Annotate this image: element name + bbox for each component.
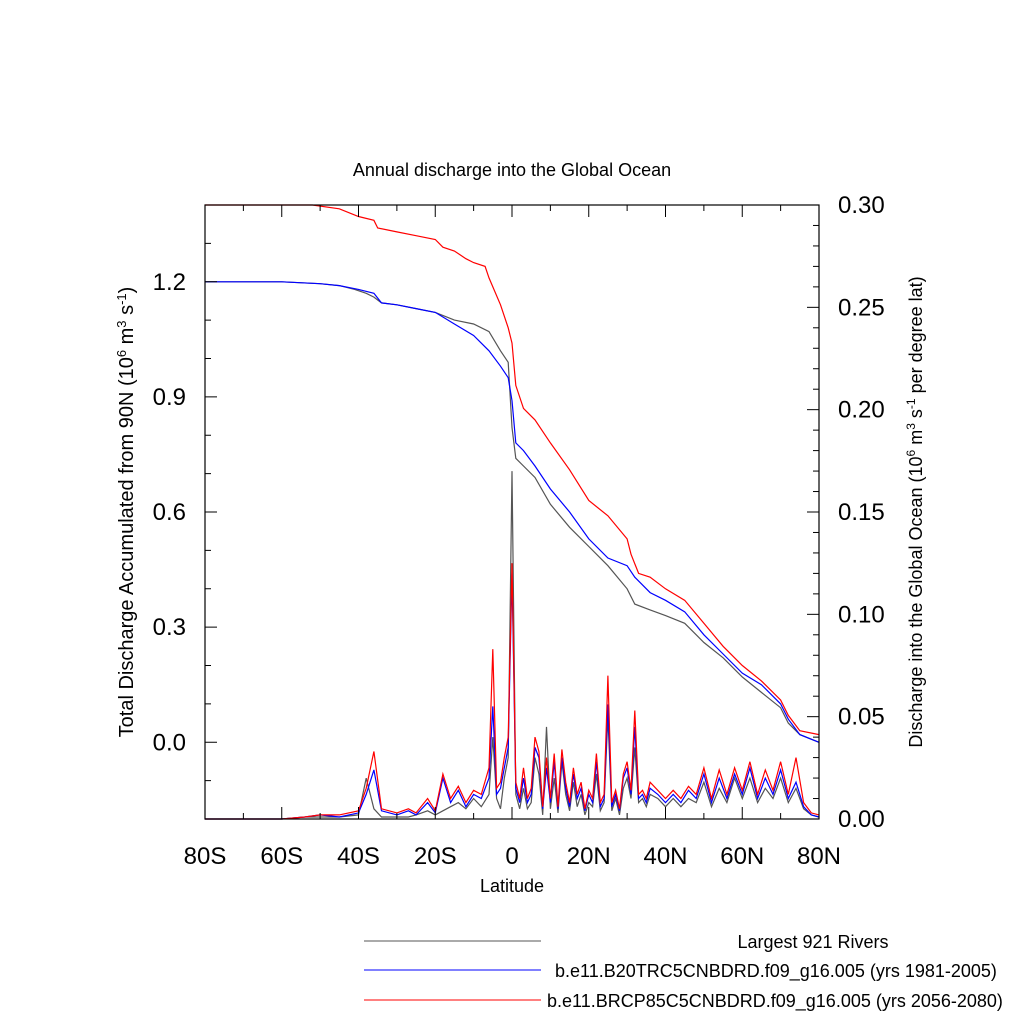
x-axis-label: Latitude: [480, 876, 544, 896]
x-tick-label: 20N: [567, 843, 611, 870]
y-axis-right-label: Discharge into the Global Ocean (106 m3 …: [904, 276, 926, 747]
y-left-tick-label: 0.3: [153, 614, 186, 641]
y-right-tick-label: 0.25: [838, 294, 885, 321]
y-right-tick-label: 0.20: [838, 397, 885, 424]
series-line-1-left: [205, 281, 820, 743]
chart-title: Annual discharge into the Global Ocean: [353, 160, 671, 180]
y-left-tick-label: 1.2: [153, 269, 186, 296]
y-right-tick-label: 0.10: [838, 601, 885, 628]
legend: Largest 921 Rivers b.e11.B20TRC5CNBDRD.f0…: [364, 932, 1003, 1012]
x-tick-label: 20S: [414, 843, 457, 870]
x-tick-label: 80S: [184, 843, 227, 870]
legend-label-2: b.e11.BRCP85C5CNBDRD.f09_g16.005 (yrs 20…: [547, 991, 1003, 1012]
series-line-3-right: [205, 471, 820, 820]
legend-label-1: b.e11.B20TRC5CNBDRD.f09_g16.005 (yrs 198…: [555, 961, 997, 982]
x-tick-label: 80N: [797, 843, 841, 870]
x-tick-label: 40N: [643, 843, 687, 870]
y-left-tick-label: 0.6: [153, 499, 186, 526]
series-line-0-left: [205, 281, 820, 743]
plot-frame: [204, 204, 820, 820]
series-line-2-left: [205, 204, 820, 736]
y-right-tick-label: 0.30: [838, 192, 885, 219]
legend-label-0: Largest 921 Rivers: [737, 932, 888, 952]
x-tick-label: 0: [505, 843, 518, 870]
y-right-tick-label: 0.15: [838, 499, 885, 526]
x-tick-label: 60N: [720, 843, 764, 870]
y-left-tick-label: 0.9: [153, 384, 186, 411]
y-axis-right-label-text: Discharge into the Global Ocean (106 m3 …: [904, 276, 926, 747]
y-right-tick-label: 0.05: [838, 704, 885, 731]
tick-labels-layer: 80S 60S 40S 20S 0 20N 40N 60N 80N 0.0 0.3 0.6 0.9 1.2…: [153, 192, 885, 870]
series-layer: [205, 204, 820, 820]
y-axis-left-label-text: Total Discharge Accumulated from 90N (10…: [114, 287, 139, 738]
x-tick-label: 40S: [337, 843, 380, 870]
y-left-tick-label: 0.0: [153, 729, 186, 756]
y-right-tick-label: 0.00: [838, 806, 885, 833]
x-tick-label: 60S: [260, 843, 303, 870]
series-line-5-right: [205, 563, 820, 820]
series-line-4-right: [205, 573, 820, 820]
y-axis-left-label: Total Discharge Accumulated from 90N (10…: [114, 287, 139, 738]
